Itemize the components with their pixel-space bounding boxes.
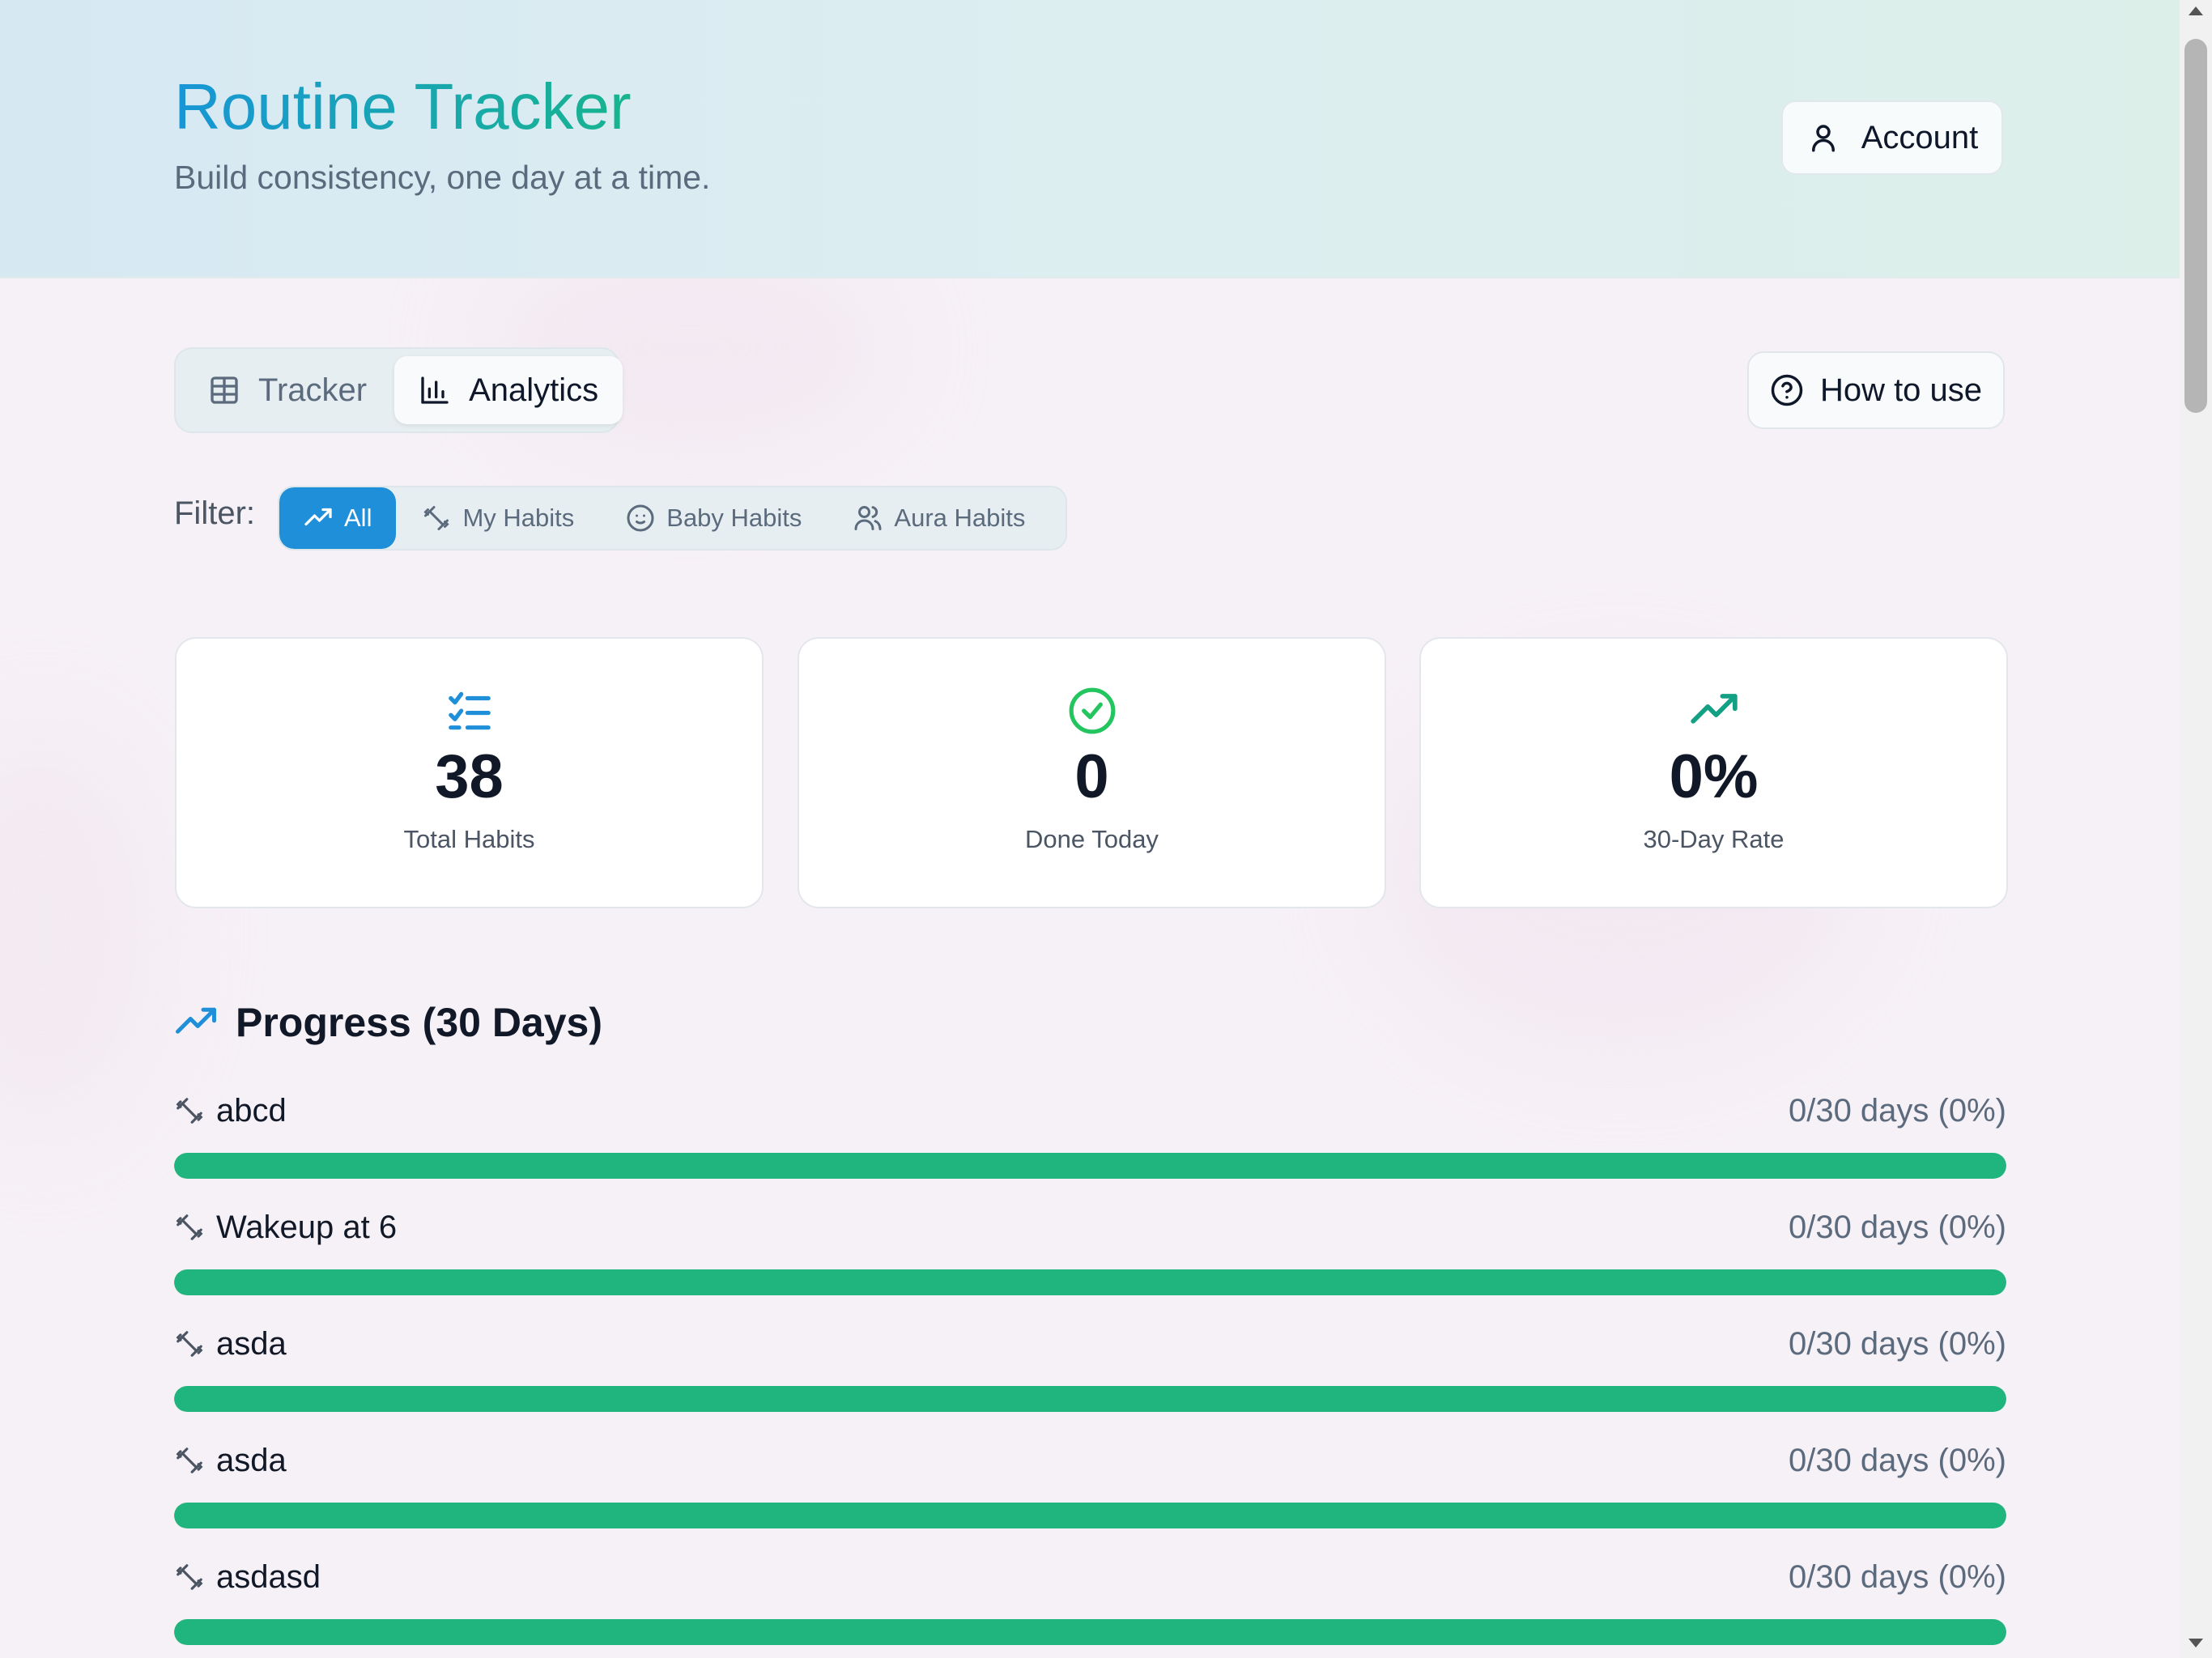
filter-aura-habits[interactable]: Aura Habits xyxy=(827,487,1051,549)
progress-item: asda 0/30 days (0%) xyxy=(174,1436,2006,1528)
stat-card-done-today: 0 Done Today xyxy=(798,637,1386,908)
list-checks-icon xyxy=(448,691,491,730)
app-header: Routine Tracker Build consistency, one d… xyxy=(0,0,2180,278)
account-button[interactable]: Account xyxy=(1781,100,2003,175)
filter-all[interactable]: All xyxy=(279,487,397,549)
progress-title: Progress (30 Days) xyxy=(236,1000,603,1045)
account-label: Account xyxy=(1861,119,1979,155)
progress-item: asda 0/30 days (0%) xyxy=(174,1320,2006,1412)
table-icon xyxy=(211,376,238,404)
tab-analytics-label: Analytics xyxy=(469,372,599,408)
stat-value: 38 xyxy=(435,742,504,811)
tab-tracker-label: Tracker xyxy=(258,372,368,408)
progress-fill xyxy=(174,1386,2006,1412)
progress-bar xyxy=(174,1386,2006,1412)
habit-progress-count: 0/30 days (0%) xyxy=(1788,1092,2006,1129)
filter-group: All My Habits Baby Habits Aura Habits xyxy=(278,486,1067,551)
habit-name: asda xyxy=(216,1442,287,1478)
check-circle-icon xyxy=(1069,687,1115,734)
dumbbell-icon xyxy=(176,1448,203,1473)
stat-value: 0% xyxy=(1669,742,1759,811)
dumbbell-icon xyxy=(176,1564,203,1590)
progress-item: asdasd 0/30 days (0%) xyxy=(174,1553,2006,1645)
progress-fill xyxy=(174,1153,2006,1179)
stat-label: 30-Day Rate xyxy=(1643,825,1784,853)
habit-name: asda xyxy=(216,1325,287,1362)
trending-up-icon xyxy=(176,1007,216,1034)
stat-card-30-day-rate: 0% 30-Day Rate xyxy=(1419,637,2008,908)
how-to-use-label: How to use xyxy=(1819,372,1983,408)
habit-progress-count: 0/30 days (0%) xyxy=(1788,1558,2006,1595)
stat-label: Total Habits xyxy=(403,825,535,853)
filter-aura-habits-label: Aura Habits xyxy=(894,504,1026,532)
filter-baby-habits-label: Baby Habits xyxy=(666,504,802,532)
dumbbell-icon xyxy=(176,1098,203,1124)
background-blob xyxy=(0,729,162,1133)
progress-fill xyxy=(174,1619,2006,1645)
progress-section-title: Progress (30 Days) xyxy=(174,999,602,1046)
app-title: Routine Tracker xyxy=(174,66,632,147)
filter-my-habits-label: My Habits xyxy=(462,504,575,532)
habit-name: asdasd xyxy=(216,1558,321,1595)
dumbbell-icon xyxy=(423,506,450,530)
progress-bar xyxy=(174,1269,2006,1295)
filter-my-habits[interactable]: My Habits xyxy=(396,487,600,549)
bar-chart-icon xyxy=(421,376,449,404)
progress-item: abcd 0/30 days (0%) xyxy=(174,1086,2006,1179)
filter-baby-habits[interactable]: Baby Habits xyxy=(600,487,827,549)
progress-fill xyxy=(174,1503,2006,1528)
scroll-down-arrow[interactable] xyxy=(2189,1639,2203,1647)
baby-icon xyxy=(627,504,654,532)
progress-item: Wakeup at 6 0/30 days (0%) xyxy=(174,1203,2006,1295)
scrollbar-thumb[interactable] xyxy=(2184,39,2207,413)
habit-progress-count: 0/30 days (0%) xyxy=(1788,1442,2006,1478)
tab-tracker[interactable]: Tracker xyxy=(184,356,391,424)
progress-fill xyxy=(174,1269,2006,1295)
dumbbell-icon xyxy=(176,1214,203,1240)
habit-name: Wakeup at 6 xyxy=(216,1209,398,1245)
filter-all-label: All xyxy=(344,504,372,532)
trending-up-icon xyxy=(1690,694,1738,724)
habit-name: abcd xyxy=(216,1092,287,1129)
scroll-up-arrow[interactable] xyxy=(2189,6,2203,15)
stat-label: Done Today xyxy=(1025,825,1159,853)
help-circle-icon xyxy=(1771,374,1803,406)
habit-progress-count: 0/30 days (0%) xyxy=(1788,1325,2006,1362)
user-icon xyxy=(1811,125,1835,152)
stat-card-total-habits: 38 Total Habits xyxy=(175,637,764,908)
users-icon xyxy=(854,506,882,530)
dumbbell-icon xyxy=(176,1331,203,1357)
app-subtitle: Build consistency, one day at a time. xyxy=(174,159,711,196)
habit-progress-count: 0/30 days (0%) xyxy=(1788,1209,2006,1245)
how-to-use-button[interactable]: How to use xyxy=(1747,351,2005,429)
progress-bar xyxy=(174,1619,2006,1645)
tab-analytics[interactable]: Analytics xyxy=(394,356,623,424)
progress-bar xyxy=(174,1153,2006,1179)
trending-up-icon xyxy=(304,508,332,526)
filter-label: Filter: xyxy=(174,495,255,531)
stat-value: 0 xyxy=(1074,742,1109,811)
progress-bar xyxy=(174,1503,2006,1528)
view-tabs: Tracker Analytics xyxy=(174,347,623,433)
